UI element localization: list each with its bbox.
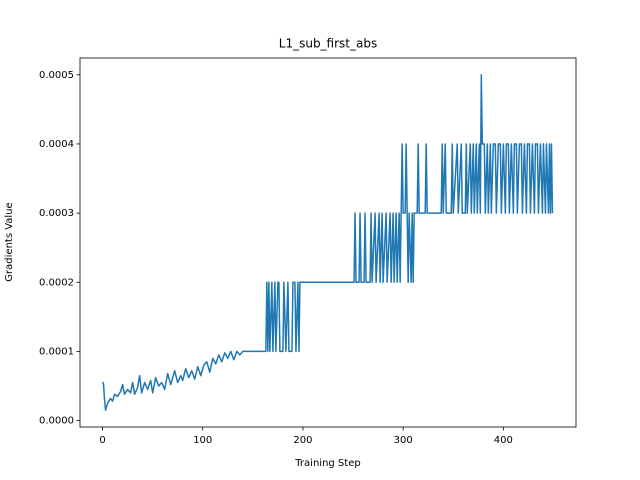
x-tick-label: 300 [394, 435, 413, 446]
x-tick-label: 0 [99, 435, 105, 446]
plot-frame [79, 57, 577, 428]
y-tick-label: 0.0002 [39, 277, 74, 288]
x-tick-label: 400 [494, 435, 513, 446]
data-line [101, 74, 554, 411]
y-tick-label: 0.0003 [39, 208, 74, 219]
y-tick-label: 0.0001 [39, 346, 74, 357]
chart-title: L1_sub_first_abs [279, 37, 377, 51]
x-axis-label: Training Step [294, 458, 360, 469]
y-axis-label: Gradients Value [4, 202, 15, 281]
y-tick-label: 0.0004 [39, 139, 74, 150]
x-tick-label: 200 [293, 435, 312, 446]
y-tick-label: 0.0000 [39, 416, 74, 427]
x-tick-label: 100 [193, 435, 212, 446]
y-tick-label: 0.0005 [39, 70, 74, 81]
